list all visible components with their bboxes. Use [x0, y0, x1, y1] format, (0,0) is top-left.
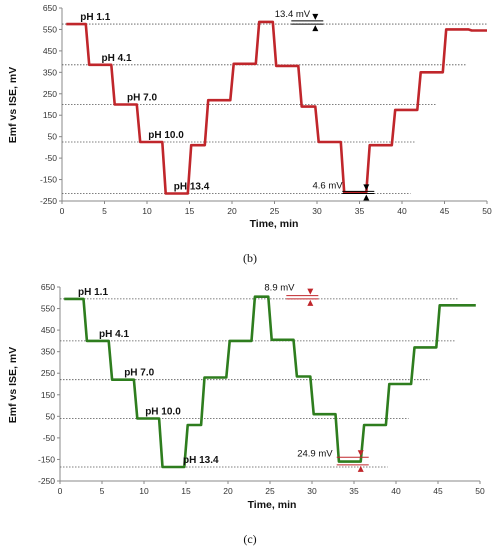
chart-c-ph-label: pH 10.0	[145, 406, 181, 417]
chart-b-x-tick-label: 45	[440, 206, 450, 216]
chart-b-y-tick-label: 50	[48, 132, 58, 142]
chart-b-x-axis: 0 5 10 15 20 25 30 35 40 45 50	[60, 200, 492, 216]
chart-c-y-tick-label: -150	[38, 454, 55, 464]
chart-b-x-tick-label: 30	[312, 206, 322, 216]
chart-c-x-tick-label: 10	[139, 486, 149, 496]
chart-b-ph-label: pH 7.0	[127, 93, 157, 104]
chart-b-y-axis: -250 -150 -50 50 150 250 350 450 550 650	[40, 3, 63, 206]
chart-c-y-tick-label: -250	[38, 476, 55, 486]
chart-c-y-tick-label: 450	[41, 325, 55, 335]
chart-c-y-tick-label: 150	[41, 390, 55, 400]
chart-c-arrow-down-icon	[307, 288, 314, 295]
chart-b-y-tick-label: 450	[43, 46, 57, 56]
chart-b-x-tick-label: 40	[397, 206, 407, 216]
chart-c-y-axis: -250 -150 -50 50 150 250 350 450 550 650	[38, 282, 61, 486]
chart-b-ph-label: pH 4.1	[102, 53, 132, 64]
chart-b-y-tick-label: 650	[43, 3, 57, 13]
chart-b-reference-lines	[62, 23, 487, 194]
chart-c-reference-lines	[60, 298, 459, 468]
chart-b-difference-label: 13.4 mV	[275, 9, 311, 20]
chart-b-arrow-up-icon	[363, 194, 370, 201]
chart-b-x-tick-label: 5	[102, 206, 107, 216]
chart-c-arrow-up-icon	[307, 299, 314, 306]
chart-b-y-tick-label: -150	[40, 175, 57, 185]
chart-c-difference-label: 24.9 mV	[297, 449, 333, 460]
chart-c-y-tick-label: 250	[41, 368, 55, 378]
chart-c-arrow-up-icon	[357, 465, 364, 472]
chart-c-x-tick-label: 0	[58, 486, 63, 496]
chart-c-x-tick-label: 30	[307, 486, 317, 496]
chart-b-x-tick-label: 35	[355, 206, 365, 216]
chart-c-xlabel: Time, min	[248, 499, 297, 511]
chart-b-x-tick-label: 15	[185, 206, 195, 216]
chart-c-emf-series	[64, 295, 476, 469]
chart-b-x-tick-label: 0	[60, 206, 65, 216]
chart-b-y-tick-label: 550	[43, 24, 57, 34]
chart-b-x-tick-label: 50	[482, 206, 492, 216]
chart-c-x-axis: 0 5 10 15 20 25 30 35 40 45 50	[58, 480, 485, 496]
chart-c-annotations: pH 1.1 pH 4.1 pH 7.0 pH 10.0 pH 13.4 8.9 mV 24…	[78, 283, 333, 466]
chart-c-y-tick-label: 550	[41, 304, 55, 314]
chart-b-y-tick-label: 150	[43, 110, 57, 120]
chart-b-y-tick-label: -250	[40, 196, 57, 206]
chart-b-x-tick-label: 20	[227, 206, 237, 216]
chart-c-x-tick-label: 40	[391, 486, 401, 496]
chart-c-x-tick-label: 35	[349, 486, 359, 496]
chart-b-xlabel: Time, min	[250, 218, 299, 230]
chart-c-ph-label: pH 13.4	[183, 455, 219, 466]
chart-b-ph-label: pH 10.0	[148, 130, 184, 141]
chart-c-x-tick-label: 45	[433, 486, 443, 496]
chart-c-arrow-down-icon	[357, 450, 364, 457]
chart-b-panel-label: (b)	[243, 251, 257, 265]
chart-c-x-tick-label: 5	[100, 486, 105, 496]
chart-b-emf-series	[66, 20, 487, 195]
chart-b-x-tick-label: 10	[142, 206, 152, 216]
chart-b-arrow-down-icon	[312, 13, 319, 20]
chart-c-ph-label: pH 4.1	[99, 329, 129, 340]
chart-c-difference-label: 8.9 mV	[264, 283, 295, 294]
chart-b-difference-markers	[291, 13, 375, 201]
chart-c-y-tick-label: -50	[43, 433, 56, 443]
chart-b-y-tick-label: 350	[43, 67, 57, 77]
chart-c-y-tick-label: 650	[41, 282, 55, 292]
chart-b-arrow-down-icon	[363, 184, 370, 191]
chart-b-ylabel: Emf vs ISE, mV	[7, 67, 19, 143]
chart-c-panel-label: (c)	[243, 532, 256, 546]
chart-c-x-tick-label: 25	[265, 486, 275, 496]
chart-c-x-tick-label: 15	[181, 486, 191, 496]
chart-c-difference-markers	[286, 288, 369, 472]
chart-b-annotations: pH 1.1 pH 4.1 pH 7.0 pH 10.0 pH 13.4 13.4 mV 4…	[80, 9, 343, 193]
chart-b-difference-label: 4.6 mV	[313, 180, 344, 191]
chart-c-x-tick-label: 20	[223, 486, 233, 496]
chart-c-ph-label: pH 7.0	[124, 368, 154, 379]
chart-b-ph-label: pH 1.1	[80, 12, 110, 23]
chart-c-ylabel: Emf vs ISE, mV	[7, 347, 19, 423]
chart-b-ph-label: pH 13.4	[174, 181, 210, 192]
chart-c-ph-label: pH 1.1	[78, 287, 108, 298]
chart-c-y-tick-label: 50	[46, 411, 56, 421]
chart-c-y-tick-label: 350	[41, 347, 55, 357]
chart-b-arrow-up-icon	[312, 25, 319, 32]
chart-b-x-tick-label: 25	[270, 206, 280, 216]
chart-c-x-tick-label: 50	[475, 486, 485, 496]
chart-b-y-tick-label: 250	[43, 89, 57, 99]
chart-b-y-tick-label: -50	[45, 153, 58, 163]
